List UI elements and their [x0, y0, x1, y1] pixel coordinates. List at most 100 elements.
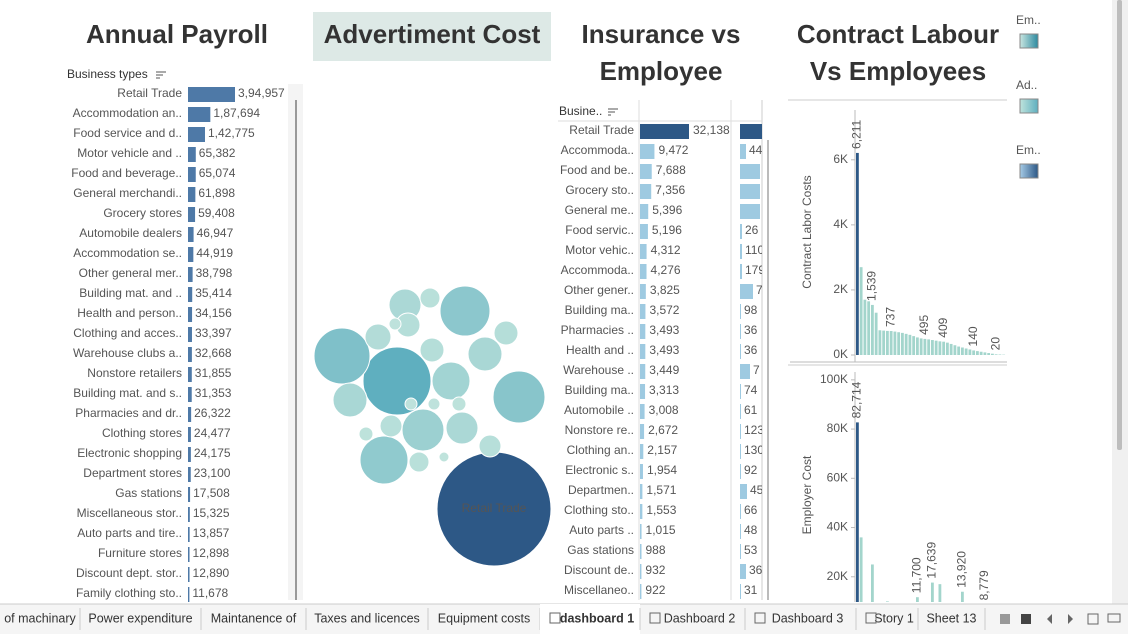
nav-icons[interactable] [1000, 613, 1121, 625]
row-label: Accommoda.. [561, 143, 634, 157]
y-tick-label: 6K [833, 152, 848, 166]
y-tick-label: 4K [833, 217, 848, 231]
value-label: 65,074 [199, 166, 236, 180]
row-label: Health and .. [566, 343, 634, 357]
y-tick-label: 100K [820, 372, 848, 386]
bar-partial [740, 184, 760, 199]
panel-title: Employee [600, 56, 723, 86]
tab[interactable]: Sheet 13 [926, 611, 976, 625]
tab[interactable]: of machinary [4, 611, 76, 625]
bar [886, 330, 889, 355]
value-label: 3,572 [649, 303, 679, 317]
bar [640, 384, 646, 399]
scroll-thumb[interactable] [1117, 0, 1122, 450]
bar [901, 332, 904, 355]
row-label: Department stores [83, 466, 182, 480]
bubble [359, 435, 409, 485]
tab[interactable]: Taxes and licences [314, 611, 420, 625]
value-label: 1,571 [646, 483, 676, 497]
tab[interactable]: Dashboard 2 [664, 611, 736, 625]
bar [188, 367, 192, 382]
value-label: 98 [744, 303, 758, 317]
second-column: 44 26 110 179 7 98 36 36 7 74 61 123 130 92 45 66 48 53 36… [740, 124, 764, 599]
bar [878, 330, 882, 355]
legend-swatch [1019, 163, 1039, 179]
bar-partial [740, 224, 742, 239]
bar [188, 247, 194, 262]
row-label: Electronic shopping [77, 446, 182, 460]
bar [188, 487, 191, 502]
value-label: 737 [883, 307, 897, 327]
sort-icon[interactable] [156, 71, 166, 79]
bar [938, 341, 942, 355]
bubble [427, 397, 441, 411]
value-label: 61,898 [198, 186, 235, 200]
row-label: Retail Trade [569, 123, 634, 137]
row-label: Discount dept. stor.. [76, 566, 182, 580]
bar [867, 301, 871, 355]
tab[interactable]: Maintanence of [211, 611, 297, 625]
bar [916, 337, 919, 355]
bubble [419, 337, 445, 363]
panel-title: Contract Labour [797, 19, 999, 49]
value-label: 7,688 [656, 163, 686, 177]
tab[interactable]: Equipment costs [438, 611, 530, 625]
bubble [408, 451, 430, 473]
column-header: Busine.. [559, 104, 602, 118]
bar-partial [740, 564, 746, 579]
bar [640, 444, 644, 459]
y-tick-label: 2K [833, 282, 848, 296]
value-label: 36 [744, 323, 758, 337]
tab-icon [754, 612, 766, 624]
value-label: 48 [744, 523, 758, 537]
row-label: Furniture stores [98, 546, 182, 560]
tab[interactable]: Story 1 [874, 611, 914, 625]
value-label: 66 [744, 503, 758, 517]
panel-title: Annual Payroll [86, 19, 268, 49]
value-label: 988 [646, 543, 666, 557]
bar [640, 584, 642, 599]
bubble [445, 411, 479, 445]
row-label: Auto parts .. [569, 523, 634, 537]
value-label: 23,100 [194, 466, 231, 480]
value-label: 8,779 [977, 570, 991, 600]
bar [640, 184, 652, 199]
bubble [439, 285, 491, 337]
bar [640, 504, 643, 519]
value-label: 26 [745, 223, 759, 237]
tab[interactable]: Dashboard 3 [772, 611, 844, 625]
value-label: 11,678 [192, 586, 228, 600]
value-label: 3,94,957 [238, 86, 285, 100]
row-label: General me.. [565, 203, 634, 217]
bubble [438, 451, 450, 463]
bar-partial [740, 444, 741, 459]
bar [640, 204, 649, 219]
value-label: 123 [744, 423, 764, 437]
bar [640, 464, 643, 479]
value-label: 3,449 [649, 363, 679, 377]
bar [856, 422, 859, 602]
row-label: Miscellaneo.. [564, 583, 634, 597]
bar-partial [740, 524, 741, 539]
value-label: 12,898 [193, 546, 230, 560]
bar-partial [740, 484, 747, 499]
value-label: 34,156 [195, 306, 232, 320]
value-label: 38,798 [196, 266, 233, 280]
bubble [362, 346, 432, 416]
bar-partial [740, 504, 741, 519]
value-label: 7 [756, 283, 763, 297]
bar [640, 224, 648, 239]
value-label: 4,312 [651, 243, 681, 257]
row-label: Pharmacies and dr.. [75, 406, 182, 420]
sort-icon[interactable] [608, 108, 618, 116]
tab[interactable]: dashboard 1 [560, 611, 634, 625]
bar-partial [740, 164, 760, 179]
row-label: Building mat. and s.. [73, 386, 182, 400]
bar [188, 387, 192, 402]
row-label: Warehouse .. [563, 363, 634, 377]
tab[interactable]: Power expenditure [88, 611, 192, 625]
row-label: Gas stations [567, 543, 634, 557]
bubble [451, 396, 467, 412]
bar [188, 127, 205, 142]
value-label: 44,919 [196, 246, 233, 260]
